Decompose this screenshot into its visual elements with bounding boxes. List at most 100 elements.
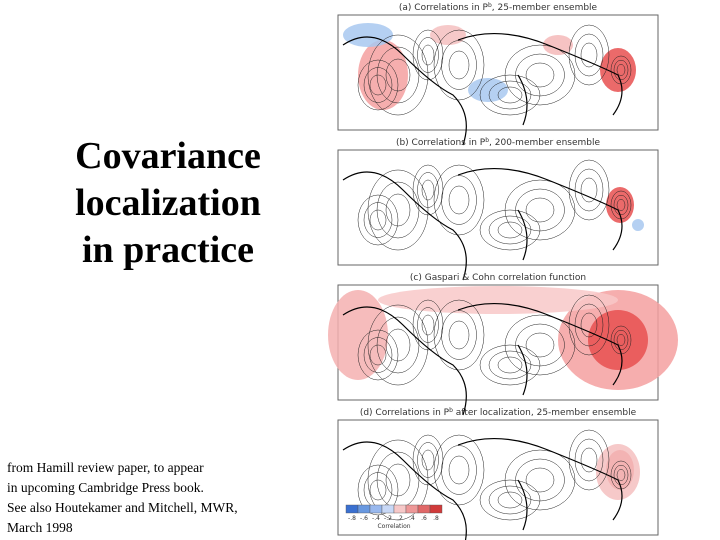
contour-line (385, 193, 411, 227)
contour-line (613, 59, 629, 81)
contour-line (525, 197, 555, 223)
panel-title-sup: b (488, 2, 492, 9)
contour-line (497, 221, 523, 239)
contour-line (421, 314, 435, 336)
correlation-blob (588, 310, 648, 370)
panel-title-text: , 200-member ensemble (489, 138, 600, 148)
coastline (342, 438, 623, 540)
panel-title: (d) Correlations in Pb after localizatio… (360, 407, 637, 418)
contour-line (367, 169, 429, 251)
contour-line (421, 179, 435, 201)
contour-line (488, 215, 532, 245)
contour-line (580, 177, 598, 203)
colorbar-tick: -.2 (384, 515, 392, 522)
colorbar-swatch (417, 504, 431, 514)
panel-title-text: , 25-member ensemble (492, 3, 598, 13)
contour-line (504, 44, 576, 106)
contour-line (412, 299, 444, 351)
contour-line (580, 447, 598, 473)
contour-line (568, 294, 610, 356)
panel-title-text: (b) Correlations in P (396, 138, 486, 148)
contour-line (488, 350, 532, 380)
title-line: in practice (82, 229, 254, 271)
colorbar-tick: .2 (397, 515, 403, 522)
contour-line (363, 337, 393, 373)
panel-title-text: (c) Gaspari & Cohn correlation function (410, 273, 586, 283)
contour-line (488, 80, 532, 110)
contour-line (357, 329, 399, 381)
contour-line (357, 464, 399, 516)
contour-line (367, 34, 429, 116)
contour-line (497, 491, 523, 509)
contour-line (385, 328, 411, 362)
panel-title: (c) Gaspari & Cohn correlation function (410, 273, 586, 283)
contour-line (421, 44, 435, 66)
correlation-blob (600, 48, 636, 92)
panel-title-sup: b (449, 407, 453, 414)
contour-line (417, 172, 439, 208)
contour-line (441, 445, 477, 495)
colorbar-swatch (405, 504, 419, 514)
map-panels: (a) Correlations in Pb, 25-member ensemb… (328, 2, 678, 540)
contour-line (525, 467, 555, 493)
contour-line (385, 463, 411, 497)
colorbar-swatch (357, 504, 371, 514)
contour-line (479, 479, 541, 521)
colorbar-tick: -.6 (360, 515, 368, 522)
contour-line (568, 24, 610, 86)
panel-title-text: (d) Correlations in P (360, 408, 450, 418)
colorbar-tick: .8 (433, 515, 439, 522)
contour-line (504, 449, 576, 511)
panel-title: (b) Correlations in Pb, 200-member ensem… (396, 137, 601, 148)
correlation-blob (596, 444, 640, 500)
colorbar-swatch (381, 504, 395, 514)
contour-line (504, 179, 576, 241)
caption-line: See also Houtekamer and Mitchell, MWR, (7, 500, 238, 515)
contour-line (357, 194, 399, 246)
contour-line (441, 40, 477, 90)
contour-line (525, 62, 555, 88)
contour-line (525, 332, 555, 358)
contour-line (441, 175, 477, 225)
correlation-blob (606, 187, 634, 223)
contour-line (412, 29, 444, 81)
colorbar-tick: .4 (409, 515, 415, 522)
contour-line (568, 159, 610, 221)
contour-line (367, 304, 429, 386)
contour-line (613, 329, 629, 351)
contour-line (357, 59, 399, 111)
contour-line (580, 42, 598, 68)
contour-line (497, 356, 523, 374)
contour-line (448, 320, 470, 350)
title-line: localization (75, 182, 261, 224)
contour-line (369, 344, 387, 366)
contour-line (479, 74, 541, 116)
contour-line (448, 50, 470, 80)
contour-line (616, 199, 626, 211)
contour-line (448, 455, 470, 485)
contour-line (369, 74, 387, 96)
contour-line (574, 303, 604, 347)
contour-line (448, 185, 470, 215)
colorbar-swatch (369, 504, 383, 514)
contour-line (616, 469, 626, 481)
contour-line (574, 33, 604, 77)
correlation-blob (343, 23, 393, 47)
contour-line (433, 299, 485, 371)
colorbar-swatch (393, 504, 407, 514)
contour-line (421, 449, 435, 471)
contour-line (367, 439, 429, 521)
contour-line (613, 464, 629, 486)
contour-line (433, 29, 485, 101)
contour-line (479, 344, 541, 386)
contour-line (369, 209, 387, 231)
contour-line (613, 194, 629, 216)
contour-line (412, 434, 444, 486)
correlation-blob (632, 219, 644, 231)
colorbar-label: Correlation (377, 523, 410, 530)
correlation-blob (543, 35, 573, 55)
contour-line (369, 479, 387, 501)
contour-line (497, 86, 523, 104)
colorbar-swatch (345, 504, 359, 514)
